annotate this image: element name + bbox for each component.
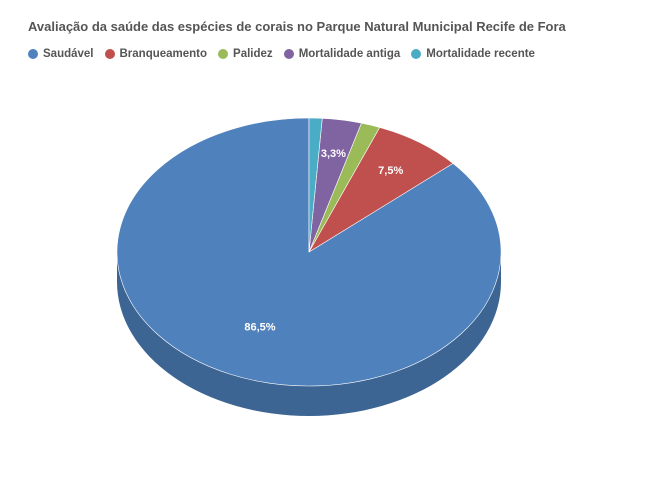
legend-item-saudavel[interactable]: Saudável xyxy=(28,48,94,60)
data-label-branqueamento: 7,5% xyxy=(378,165,403,177)
pie-slice-saudavel[interactable] xyxy=(116,117,502,387)
legend-swatch-palidez xyxy=(218,49,229,59)
legend-label-branqueamento: Branqueamento xyxy=(119,48,208,60)
legend-item-branqueamento[interactable]: Branqueamento xyxy=(104,48,208,60)
legend-swatch-saudavel xyxy=(28,49,38,59)
pie-side-saudavel xyxy=(117,252,501,416)
chart-legend: Saudável Branqueamento Palidez Mortalida… xyxy=(28,48,546,60)
data-label-mortalidade-antiga: 3,3% xyxy=(321,148,346,160)
legend-label-mortalidade-antiga: Mortalidade antiga xyxy=(298,48,401,60)
legend-swatch-mortalidade-antiga xyxy=(283,49,294,59)
chart-title: Avaliação da saúde das espécies de corai… xyxy=(28,19,566,34)
data-label-saudavel: 86,5% xyxy=(244,322,275,334)
legend-swatch-mortalidade-recente xyxy=(411,49,422,59)
legend-label-mortalidade-recente: Mortalidade recente xyxy=(426,48,535,60)
pie-slice-mortalidade-recente[interactable] xyxy=(308,117,323,253)
legend-label-saudavel: Saudável xyxy=(43,48,94,60)
legend-label-palidez: Palidez xyxy=(233,48,273,60)
legend-item-mortalidade-recente[interactable]: Mortalidade recente xyxy=(411,48,535,60)
legend-swatch-branqueamento xyxy=(104,49,115,59)
legend-item-mortalidade-antiga[interactable]: Mortalidade antiga xyxy=(283,48,401,60)
legend-item-palidez[interactable]: Palidez xyxy=(218,48,273,60)
